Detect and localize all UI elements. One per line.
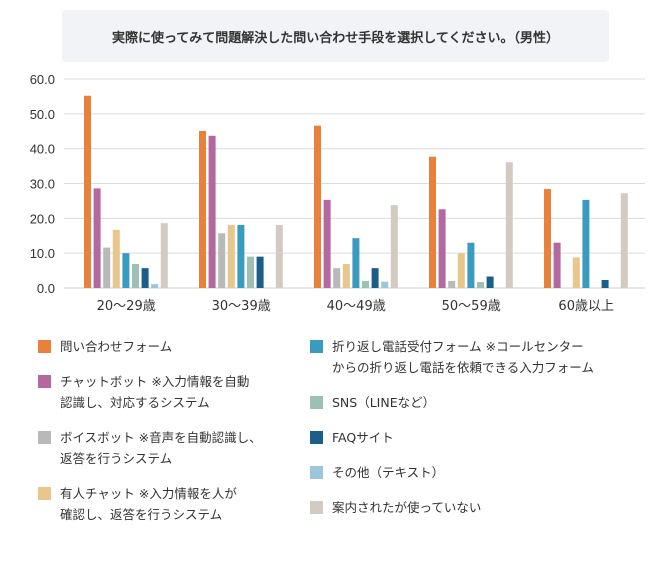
legend-swatch bbox=[38, 431, 51, 444]
legend-column-right: 折り返し電話受付フォーム ※コールセンター からの折り返し電話を依頼できる入力フ… bbox=[310, 336, 650, 539]
bar bbox=[505, 162, 513, 288]
legend-label: チャットボット ※入力情報を自動 認識し、対応するシステム bbox=[60, 374, 250, 410]
legend-label: その他（テキスト） bbox=[332, 465, 445, 480]
legend-item: 有人チャット ※入力情報を人が 確認し、返答を行うシステム bbox=[38, 483, 310, 525]
bar bbox=[199, 130, 206, 288]
legend-item: ボイスボット ※音声を自動認識し、 返答を行うシステム bbox=[38, 427, 310, 469]
legend-label: 問い合わせフォーム bbox=[60, 339, 173, 354]
legend-item: チャットボット ※入力情報を自動 認識し、対応するシステム bbox=[38, 371, 310, 413]
y-tick-label: 10.0 bbox=[30, 246, 55, 261]
y-tick-label: 30.0 bbox=[30, 177, 55, 192]
legend-swatch bbox=[38, 340, 51, 353]
bar bbox=[544, 189, 551, 288]
bar bbox=[112, 229, 120, 288]
bar bbox=[342, 263, 350, 288]
legend-label: 有人チャット ※入力情報を人が 確認し、返答を行うシステム bbox=[60, 486, 237, 522]
bar bbox=[362, 281, 369, 288]
legend-item: 案内されたが使っていない bbox=[310, 497, 650, 518]
bar bbox=[620, 193, 628, 288]
bar bbox=[429, 156, 436, 288]
x-tick-label: 20〜29歳 bbox=[97, 299, 156, 314]
legend-swatch bbox=[310, 431, 323, 444]
chart-area: 0.0 10.0 20.0 30.0 40.0 50.0 60.0 20〜29歳 30〜39歳 4… bbox=[0, 62, 671, 320]
bar-chart: 0.0 10.0 20.0 30.0 40.0 50.0 60.0 20〜29歳 30〜39歳 4… bbox=[30, 72, 645, 314]
bar bbox=[275, 224, 283, 288]
legend-swatch bbox=[310, 396, 323, 409]
legend-swatch bbox=[310, 466, 323, 479]
bar bbox=[467, 242, 475, 288]
bar bbox=[141, 268, 149, 288]
bar bbox=[256, 256, 264, 288]
bar bbox=[93, 188, 101, 288]
bar bbox=[553, 242, 561, 288]
bar bbox=[601, 279, 609, 288]
bar bbox=[371, 268, 379, 288]
legend-swatch bbox=[310, 501, 323, 514]
x-tick-label: 30〜39歳 bbox=[212, 299, 271, 314]
bar bbox=[352, 238, 360, 288]
bar bbox=[160, 223, 168, 288]
bar bbox=[486, 276, 494, 288]
bar bbox=[438, 209, 446, 288]
y-tick-label: 40.0 bbox=[30, 142, 55, 157]
y-tick-label: 0.0 bbox=[37, 281, 55, 296]
bar bbox=[457, 253, 465, 288]
x-tick-label: 50〜59歳 bbox=[442, 299, 501, 314]
bar bbox=[448, 281, 456, 288]
bar bbox=[84, 95, 91, 288]
legend-item: FAQサイト bbox=[310, 427, 650, 448]
bar bbox=[208, 135, 216, 288]
legend-label: SNS（LINEなど） bbox=[332, 395, 436, 410]
legend-label: 案内されたが使っていない bbox=[332, 500, 482, 515]
legend-swatch bbox=[38, 487, 51, 500]
legend-swatch bbox=[310, 340, 323, 353]
x-tick-label: 60歳以上 bbox=[558, 299, 614, 314]
legend-column-left: 問い合わせフォームチャットボット ※入力情報を自動 認識し、対応するシステム ボイ… bbox=[38, 336, 310, 539]
legend-label: FAQサイト bbox=[332, 430, 394, 445]
bar bbox=[390, 205, 398, 288]
bar bbox=[227, 224, 235, 288]
bar bbox=[132, 263, 139, 288]
legend-label: ボイスボット ※音声を自動認識し、 返答を行うシステム bbox=[60, 430, 262, 466]
chart-title: 実際に使ってみて問題解決した問い合わせ手段を選択してください。（男性） bbox=[62, 10, 609, 62]
legend: 問い合わせフォームチャットボット ※入力情報を自動 認識し、対応するシステム ボイ… bbox=[0, 320, 671, 539]
y-tick-label: 20.0 bbox=[30, 211, 55, 226]
bar bbox=[122, 253, 130, 288]
x-tick-label: 40〜49歳 bbox=[327, 299, 386, 314]
bar bbox=[477, 282, 484, 288]
bar bbox=[237, 224, 245, 288]
legend-swatch bbox=[38, 375, 51, 388]
bar bbox=[314, 125, 321, 288]
y-tick-label: 50.0 bbox=[30, 107, 55, 122]
bar bbox=[572, 257, 580, 288]
bar bbox=[247, 256, 254, 288]
bar bbox=[333, 268, 341, 288]
bar bbox=[151, 284, 159, 288]
legend-item: SNS（LINEなど） bbox=[310, 392, 650, 413]
bar bbox=[218, 233, 226, 288]
y-tick-label: 60.0 bbox=[30, 72, 55, 87]
bar bbox=[582, 199, 590, 288]
legend-item: 折り返し電話受付フォーム ※コールセンター からの折り返し電話を依頼できる入力フ… bbox=[310, 336, 650, 378]
bar bbox=[103, 247, 111, 288]
legend-label: 折り返し電話受付フォーム ※コールセンター からの折り返し電話を依頼できる入力フ… bbox=[332, 339, 594, 375]
legend-item: 問い合わせフォーム bbox=[38, 336, 310, 357]
legend-item: その他（テキスト） bbox=[310, 462, 650, 483]
bar bbox=[323, 199, 331, 288]
bar bbox=[381, 281, 389, 288]
